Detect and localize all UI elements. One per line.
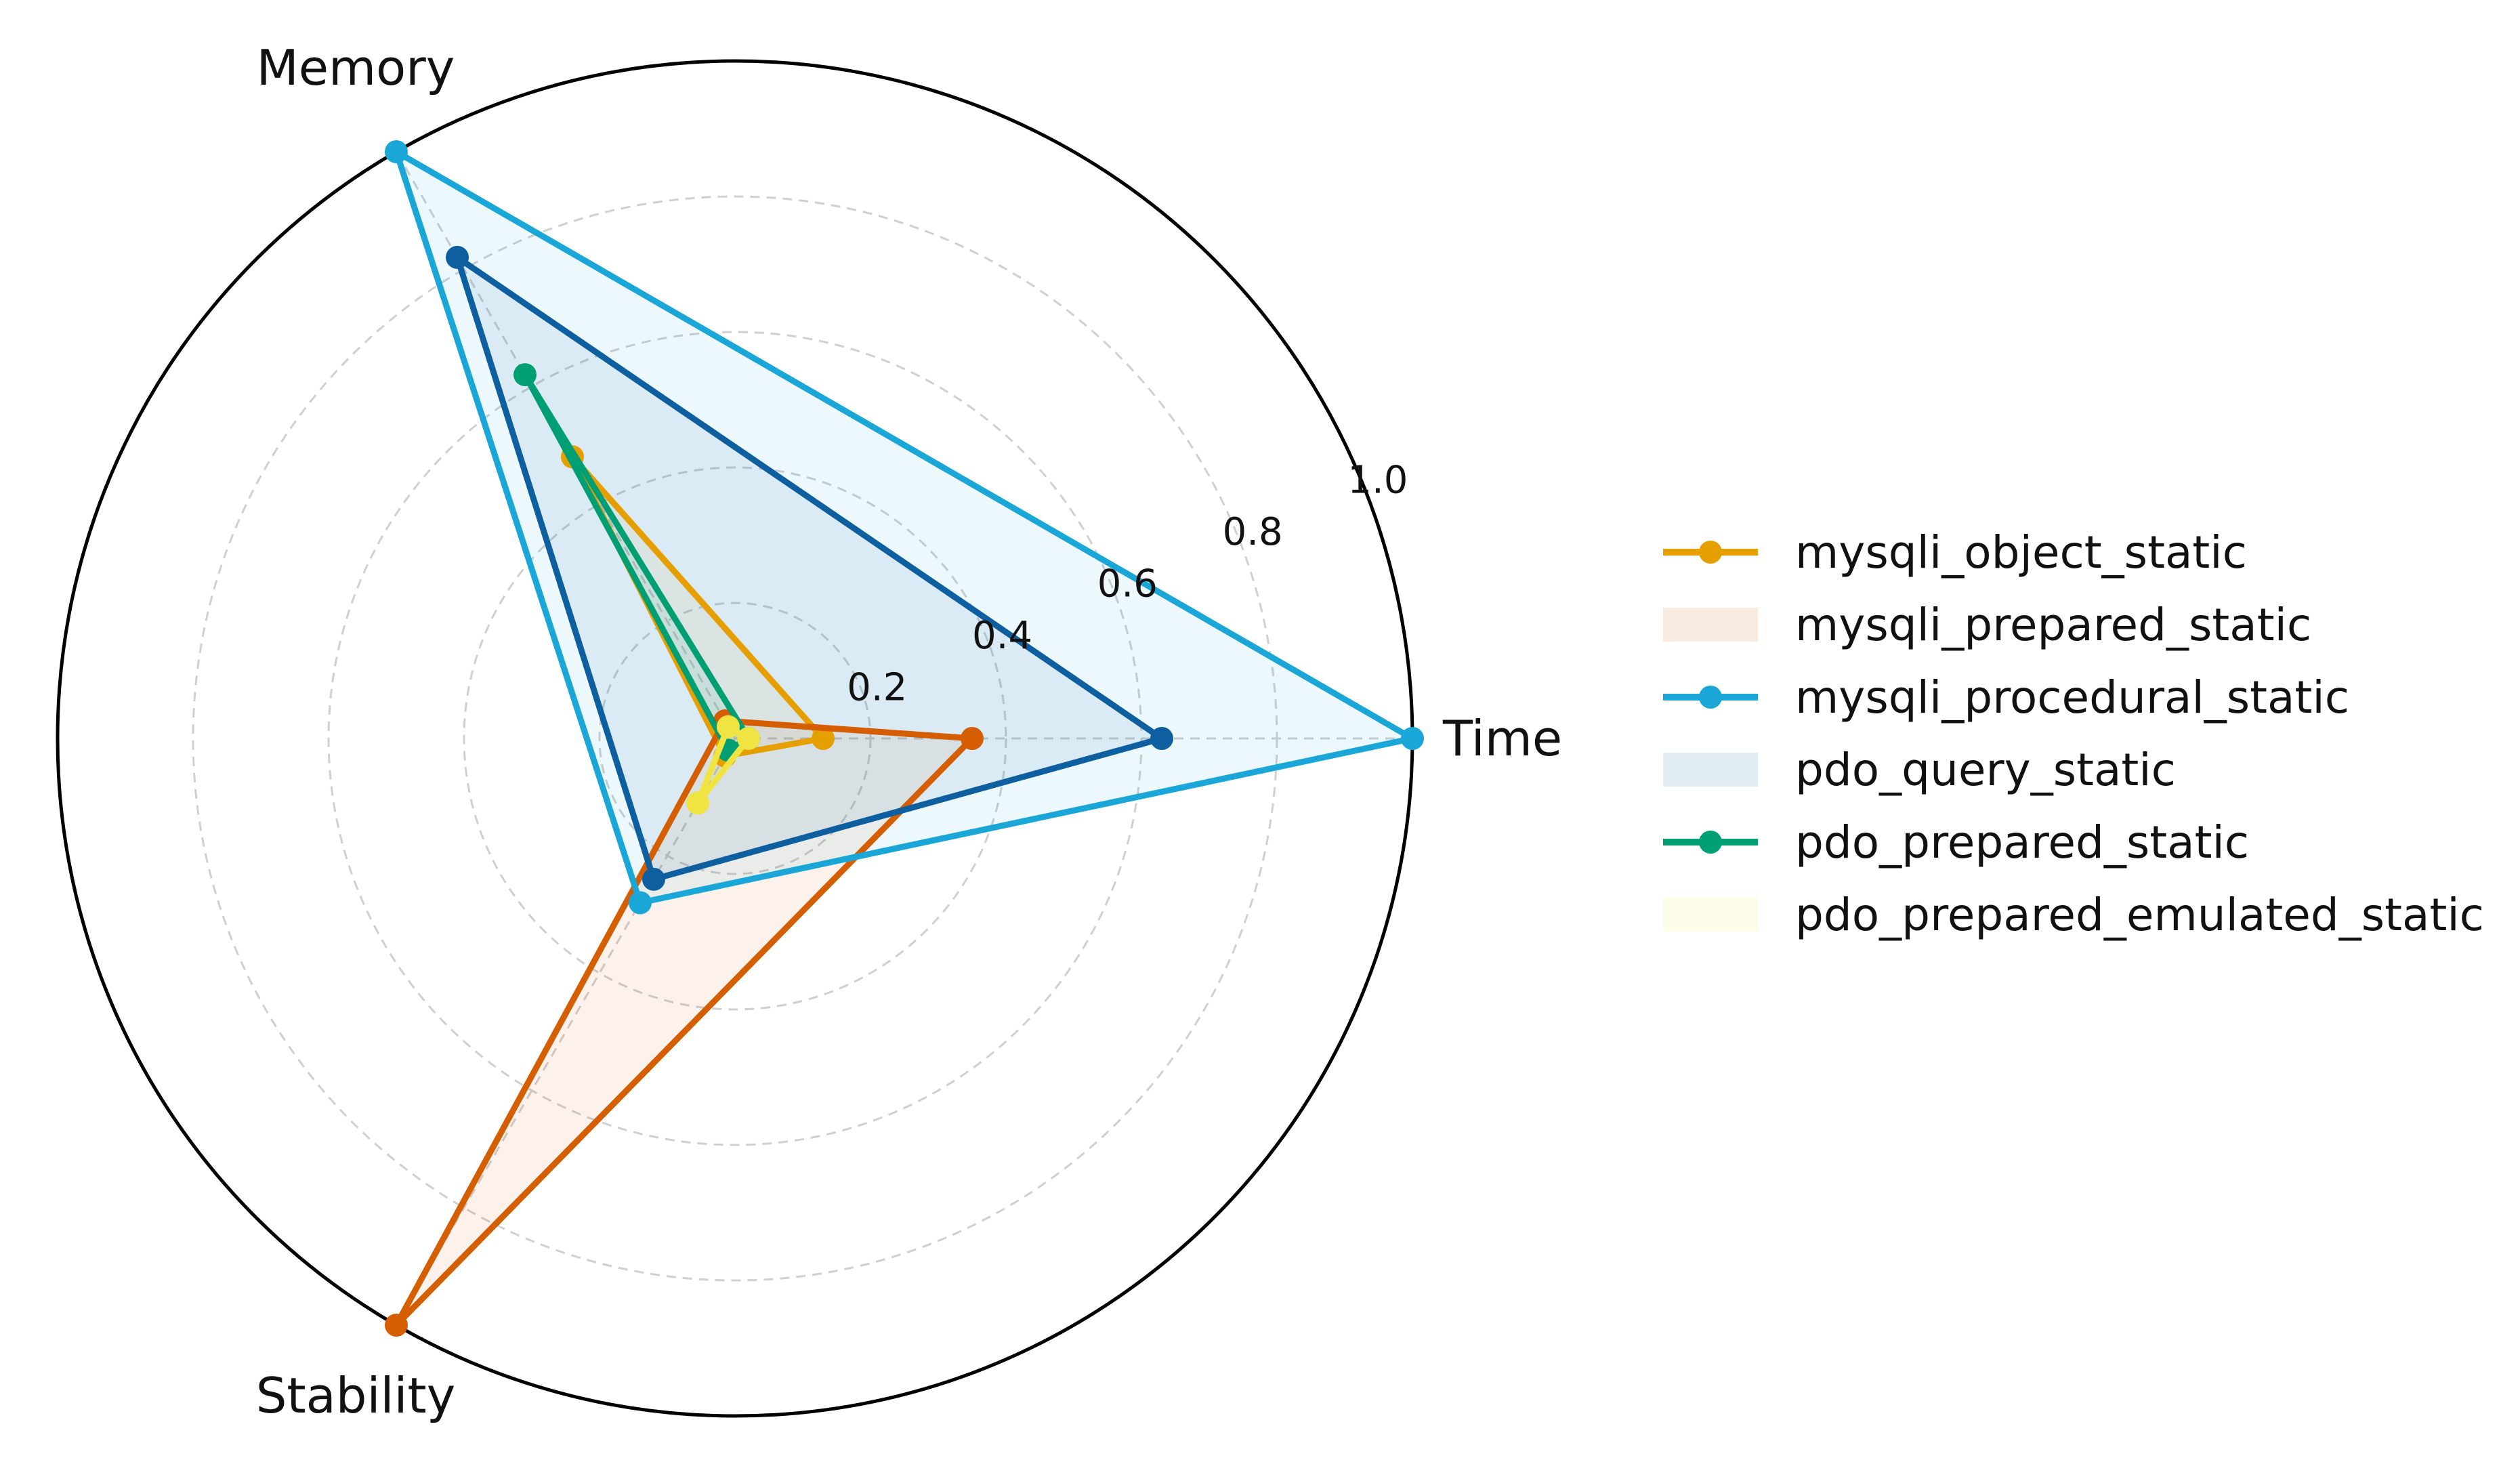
series-fill-mysqli_prepared_static [396,721,972,1325]
legend-label: mysqli_object_static [1795,526,2247,579]
r-tick-label: 1.0 [1347,458,1408,502]
data-point-mysqli_object_static-time [812,727,835,750]
data-point-mysqli_prepared_static-time [961,727,984,750]
legend-item-pdo_prepared_emulated_static: pdo_prepared_emulated_static [1663,889,2484,941]
legend-swatch-marker [1699,831,1722,854]
series-line-pdo_prepared_static [522,371,752,753]
legend-swatch-marker [1699,686,1722,709]
r-tick-label: 0.4 [972,614,1032,658]
legend: mysqli_object_static mysqli_prepared_stat… [1663,526,2484,941]
grid-circle [463,466,1007,1011]
series-fill-mysqli_procedural_static [396,152,1412,903]
data-point-pdo_query_static-memory [446,245,469,269]
data-point-mysqli_procedural_static-memory [385,140,408,163]
series-line-pdo_query_static [454,254,1165,883]
data-point-mysqli_prepared_static-stability [385,1314,408,1337]
legend-label: mysqli_prepared_static [1795,599,2311,651]
legend-label: mysqli_procedural_static [1795,671,2349,724]
legend-swatch-patch [1663,753,1758,787]
series-line-mysqli_prepared_static [393,717,975,1329]
axis-label-memory: Memory [257,39,455,96]
data-point-mysqli_procedural_static-time [1401,727,1424,750]
axis-label-time: Time [1442,710,1562,767]
data-point-pdo_prepared_emulated_static-stability [686,791,709,815]
radar-series [385,140,1424,1337]
legend-item-mysqli_procedural_static: mysqli_procedural_static [1663,671,2349,724]
radar-labels: 0.2 0.4 0.6 0.8 1.0 Time Memory Stability [256,39,1563,1424]
legend-item-mysqli_object_static: mysqli_object_static [1663,526,2247,579]
legend-item-pdo_query_static: pdo_query_static [1663,744,2176,796]
axis-label-stability: Stability [256,1367,456,1424]
legend-swatch-marker [1699,541,1722,564]
r-tick-label: 0.2 [847,665,907,709]
data-point-pdo_query_static-time [1150,727,1173,750]
series-line-pdo_prepared_emulated_static [694,724,752,806]
series-fill-pdo_query_static [457,257,1162,879]
legend-label: pdo_prepared_emulated_static [1795,889,2484,941]
legend-item-mysqli_prepared_static: mysqli_prepared_static [1663,599,2311,651]
legend-label: pdo_query_static [1795,744,2176,796]
data-point-pdo_query_static-stability [642,867,665,891]
legend-swatch-patch [1663,898,1758,932]
series-line-mysqli_procedural_static [393,148,1416,906]
r-tick-label: 0.6 [1097,562,1158,606]
legend-label: pdo_prepared_static [1795,816,2249,869]
data-point-pdo_prepared_static-memory [513,363,537,387]
r-tick-label: 0.8 [1223,510,1283,554]
legend-swatch-patch [1663,608,1758,642]
data-point-mysqli_procedural_static-stability [629,891,652,915]
legend-item-pdo_prepared_static: pdo_prepared_static [1663,816,2249,869]
data-point-pdo_prepared_emulated_static-time [737,727,760,750]
data-point-pdo_prepared_emulated_static-memory [717,715,740,738]
